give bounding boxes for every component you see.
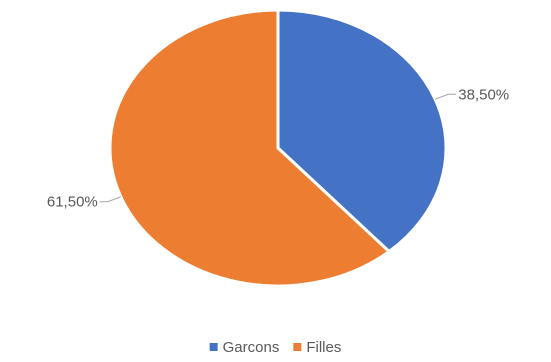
leader-line-filles bbox=[99, 196, 122, 203]
legend-label-filles: Filles bbox=[306, 339, 341, 356]
legend: Garcons Filles bbox=[209, 339, 341, 356]
data-label-filles: 61,50% bbox=[47, 194, 98, 211]
leader-lines bbox=[99, 93, 457, 203]
pie-slices bbox=[108, 8, 448, 288]
legend-label-garcons: Garcons bbox=[223, 339, 280, 356]
leader-line-garcons bbox=[434, 93, 457, 100]
data-labels: 38,50% 61,50% bbox=[47, 86, 509, 210]
legend-swatch-filles bbox=[293, 343, 302, 351]
pie-slice-filles bbox=[108, 8, 392, 288]
data-label-garcons: 38,50% bbox=[458, 86, 509, 103]
legend-swatch-garcons bbox=[209, 343, 218, 351]
